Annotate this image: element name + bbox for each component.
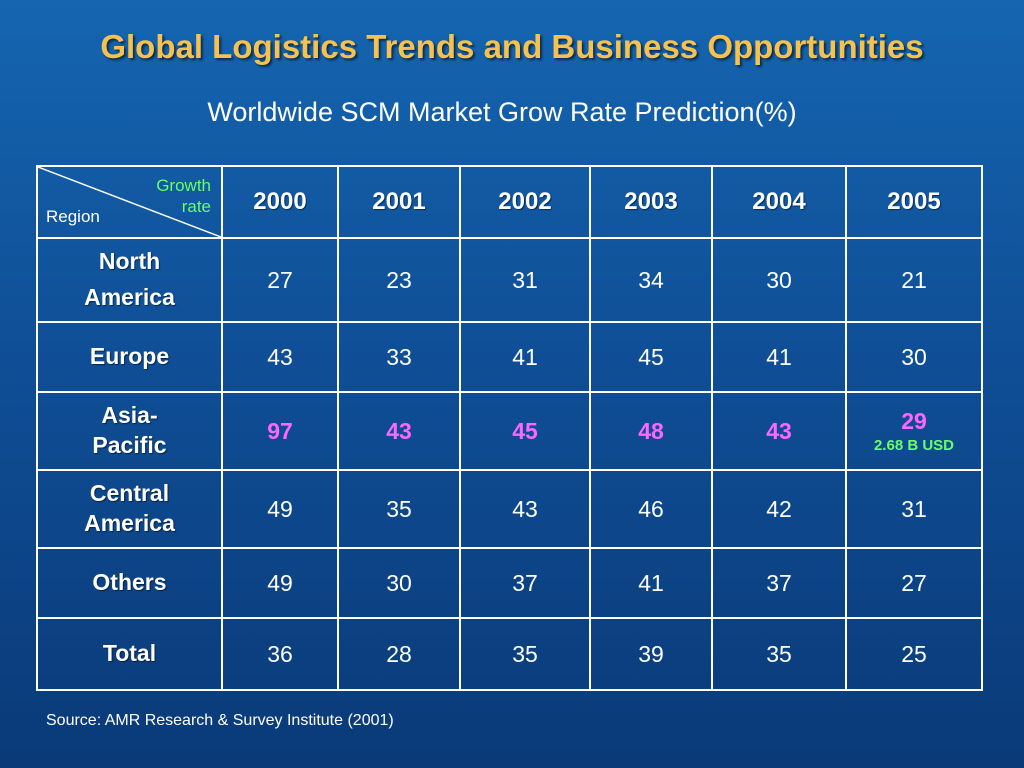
table-row: Asia- Pacific 97 43 45 48 43 29 2.68 B U… [36,391,983,471]
corner-header-cell: Growth rate Region [36,165,223,239]
corner-growth-rate-label: Growth rate [156,175,211,218]
region-cell: Asia- Pacific [36,391,223,471]
value-cell: 46 [589,469,713,549]
slide-title: Global Logistics Trends and Business Opp… [100,28,924,65]
value-cell: 49 [221,469,339,549]
value-cell: 30 [845,321,983,393]
value-cell-highlight: 43 [711,391,847,471]
table-row: Europe 43 33 41 45 41 30 [36,321,983,393]
value-2005: 29 [901,408,927,434]
table-row-total: Total 36 28 35 39 35 25 [36,617,983,691]
value-cell: 37 [459,547,591,619]
value-cell-highlight: 43 [337,391,461,471]
growth-rate-table: Growth rate Region 2000 2001 2002 2003 2… [36,165,983,691]
table-row: Others 49 30 37 41 37 27 [36,547,983,619]
value-cell: 28 [337,617,461,691]
value-cell: 35 [459,617,591,691]
table-row: Central America 49 35 43 46 42 31 [36,469,983,549]
year-header: 2001 [337,165,461,239]
value-cell: 34 [589,237,713,323]
region-cell: Total [36,617,223,691]
value-cell: 39 [589,617,713,691]
region-label-line1: North [98,248,161,275]
value-cell-highlight-2005: 29 2.68 B USD [845,391,983,471]
year-header: 2002 [459,165,591,239]
corner-region-label: Region [46,207,100,226]
value-cell: 42 [711,469,847,549]
value-cell: 31 [459,237,591,323]
value-cell: 41 [711,321,847,393]
corner-growth-line2: rate [181,197,211,217]
value-cell: 33 [337,321,461,393]
region-label-line1: Europe [89,343,170,370]
value-cell: 41 [459,321,591,393]
region-label-line2: Pacific [92,432,167,458]
year-header: 2003 [589,165,713,239]
table-row: North America 27 23 31 34 30 21 [36,237,983,323]
value-cell: 27 [845,547,983,619]
year-header: 2005 [845,165,983,239]
value-cell: 41 [589,547,713,619]
region-cell: North America [36,237,223,323]
source-citation: Source: AMR Research & Survey Institute … [46,712,394,729]
region-label-line1: Others [92,569,167,596]
market-size-note: 2.68 B USD [873,437,955,454]
year-header: 2004 [711,165,847,239]
value-cell: 37 [711,547,847,619]
value-cell: 21 [845,237,983,323]
value-cell: 43 [459,469,591,549]
region-label-line1: Central [89,480,170,507]
value-cell: 49 [221,547,339,619]
value-cell: 45 [589,321,713,393]
value-cell: 36 [221,617,339,691]
value-cell: 35 [337,469,461,549]
region-cell: Europe [36,321,223,393]
value-cell: 43 [221,321,339,393]
value-cell: 27 [221,237,339,323]
diagonal-divider [39,168,220,236]
value-cell-highlight: 48 [589,391,713,471]
corner-growth-line1: Growth [156,176,211,195]
region-label-line1: Total [102,640,157,667]
region-label-line2: America [84,510,175,536]
year-header: 2000 [221,165,339,239]
value-cell: 23 [337,237,461,323]
value-cell: 30 [337,547,461,619]
table-header-row: Growth rate Region 2000 2001 2002 2003 2… [36,165,983,239]
value-cell-highlight: 45 [459,391,591,471]
value-cell-highlight: 97 [221,391,339,471]
region-cell: Central America [36,469,223,549]
region-label-line1: Asia- [101,402,158,429]
region-cell: Others [36,547,223,619]
region-label-line2: America [84,284,175,310]
value-cell: 31 [845,469,983,549]
value-cell: 35 [711,617,847,691]
slide-subtitle: Worldwide SCM Market Grow Rate Predictio… [207,97,797,127]
value-cell: 30 [711,237,847,323]
value-cell: 25 [845,617,983,691]
